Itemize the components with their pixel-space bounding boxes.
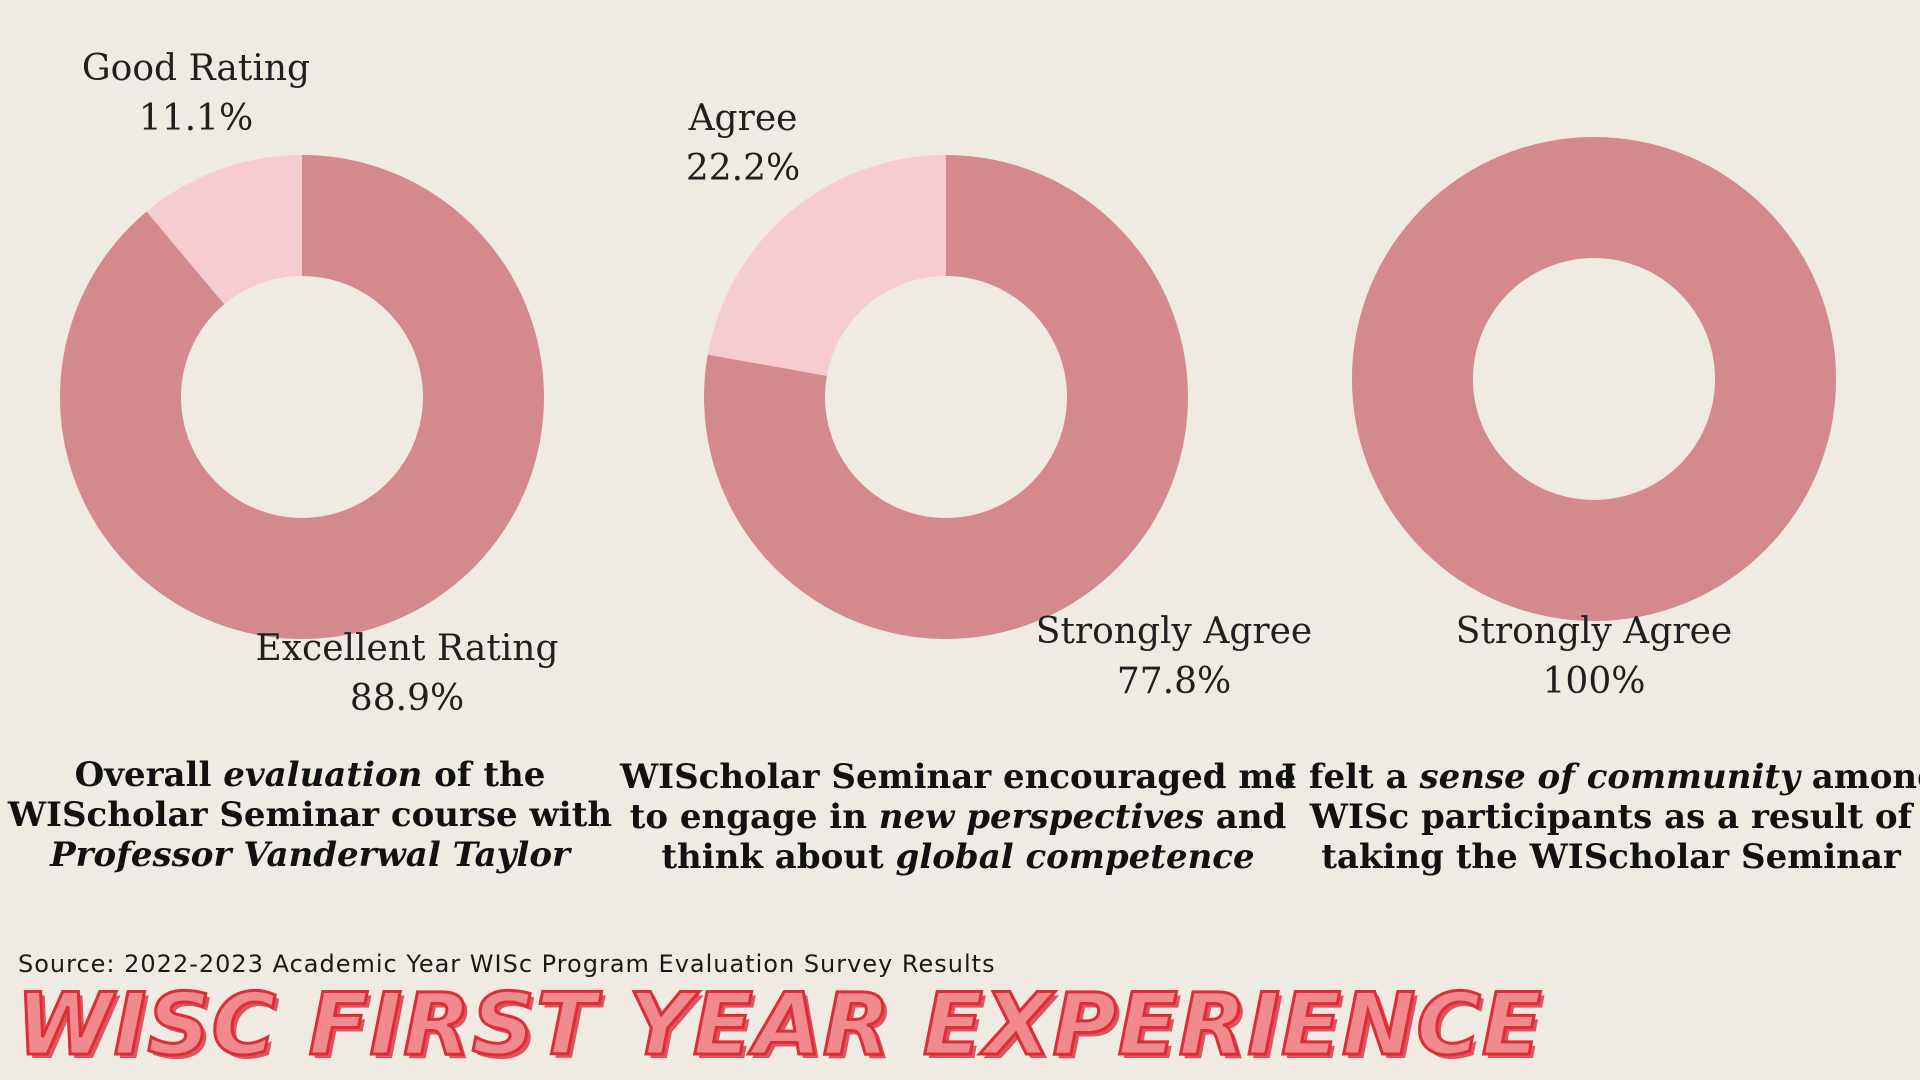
caption-overall-evaluation: Overall evaluation of the WIScholar Semi… [8,755,612,875]
caption-new-perspectives: WIScholar Seminar encouraged me to engag… [620,757,1296,877]
donut-slice-good-rating [146,155,302,305]
slice-label-name: Excellent Rating [255,628,559,669]
caption-sense-of-community: I felt a sense of community among WISc p… [1281,757,1920,877]
caption-line: WIScholar Seminar course with [7,795,613,835]
slice-label-name: Strongly Agree [1455,611,1733,652]
slice-label-agree: Agree 22.2% [686,94,800,194]
slice-label-value: 11.1% [138,98,254,139]
caption-line: Overall evaluation of the [8,755,612,795]
caption-emphasis: evaluation [223,755,423,795]
caption-emphasis: sense of community [1419,757,1800,797]
caption-line: to engage in new perspectives and [620,797,1296,837]
slice-label-good-rating: Good Rating 11.1% [82,44,310,144]
donut-chart-overall-evaluation [60,155,544,639]
slice-label-value: 88.9% [349,678,465,719]
slice-label-name: Strongly Agree [1035,611,1313,652]
caption-text: of the [422,755,546,795]
caption-line: WISc participants as a result of [1309,797,1913,837]
caption-emphasis: new perspectives [878,797,1204,837]
caption-text: to engage in [629,797,879,837]
slice-label-strongly-agree: Strongly Agree 77.8% [1036,607,1312,707]
caption-text: and [1203,797,1287,837]
donut-slice-strongly-agree [1351,136,1837,621]
caption-text: I felt a [1281,757,1420,797]
slice-label-name: Agree [688,98,798,139]
slice-label-excellent-rating: Excellent Rating 88.9% [255,624,558,724]
caption-emphasis: global competence [895,837,1255,877]
slice-label-value: 100% [1542,661,1646,702]
source-note: Source: 2022-2023 Academic Year WISc Pro… [18,950,996,978]
donut-chart-sense-of-community [1351,136,1837,621]
slice-label-value: 22.2% [685,148,801,189]
caption-text: think about [661,837,896,877]
page-title: WISC FIRST YEAR EXPERIENCE [14,974,1543,1077]
caption-line: think about global competence [620,837,1296,877]
caption-line: Professor Vanderwal Taylor [8,835,612,875]
caption-text: among [1811,757,1920,797]
slice-label-strongly-agree-100: Strongly Agree 100% [1456,607,1732,707]
slice-label-value: 77.8% [1116,661,1232,702]
caption-emphasis: Professor Vanderwal Taylor [50,835,570,875]
slice-label-name: Good Rating [81,48,311,89]
donut-slice-excellent-rating [60,155,544,639]
caption-line: WIScholar Seminar encouraged me [619,757,1297,797]
caption-text: Overall [74,755,224,795]
donut-slice-strongly-agree [704,155,1188,639]
donut-chart-new-perspectives [704,155,1188,639]
caption-line: taking the WIScholar Seminar [1321,837,1901,877]
caption-line: I felt a sense of community among [1281,757,1920,797]
donut-slice-agree [707,155,946,376]
